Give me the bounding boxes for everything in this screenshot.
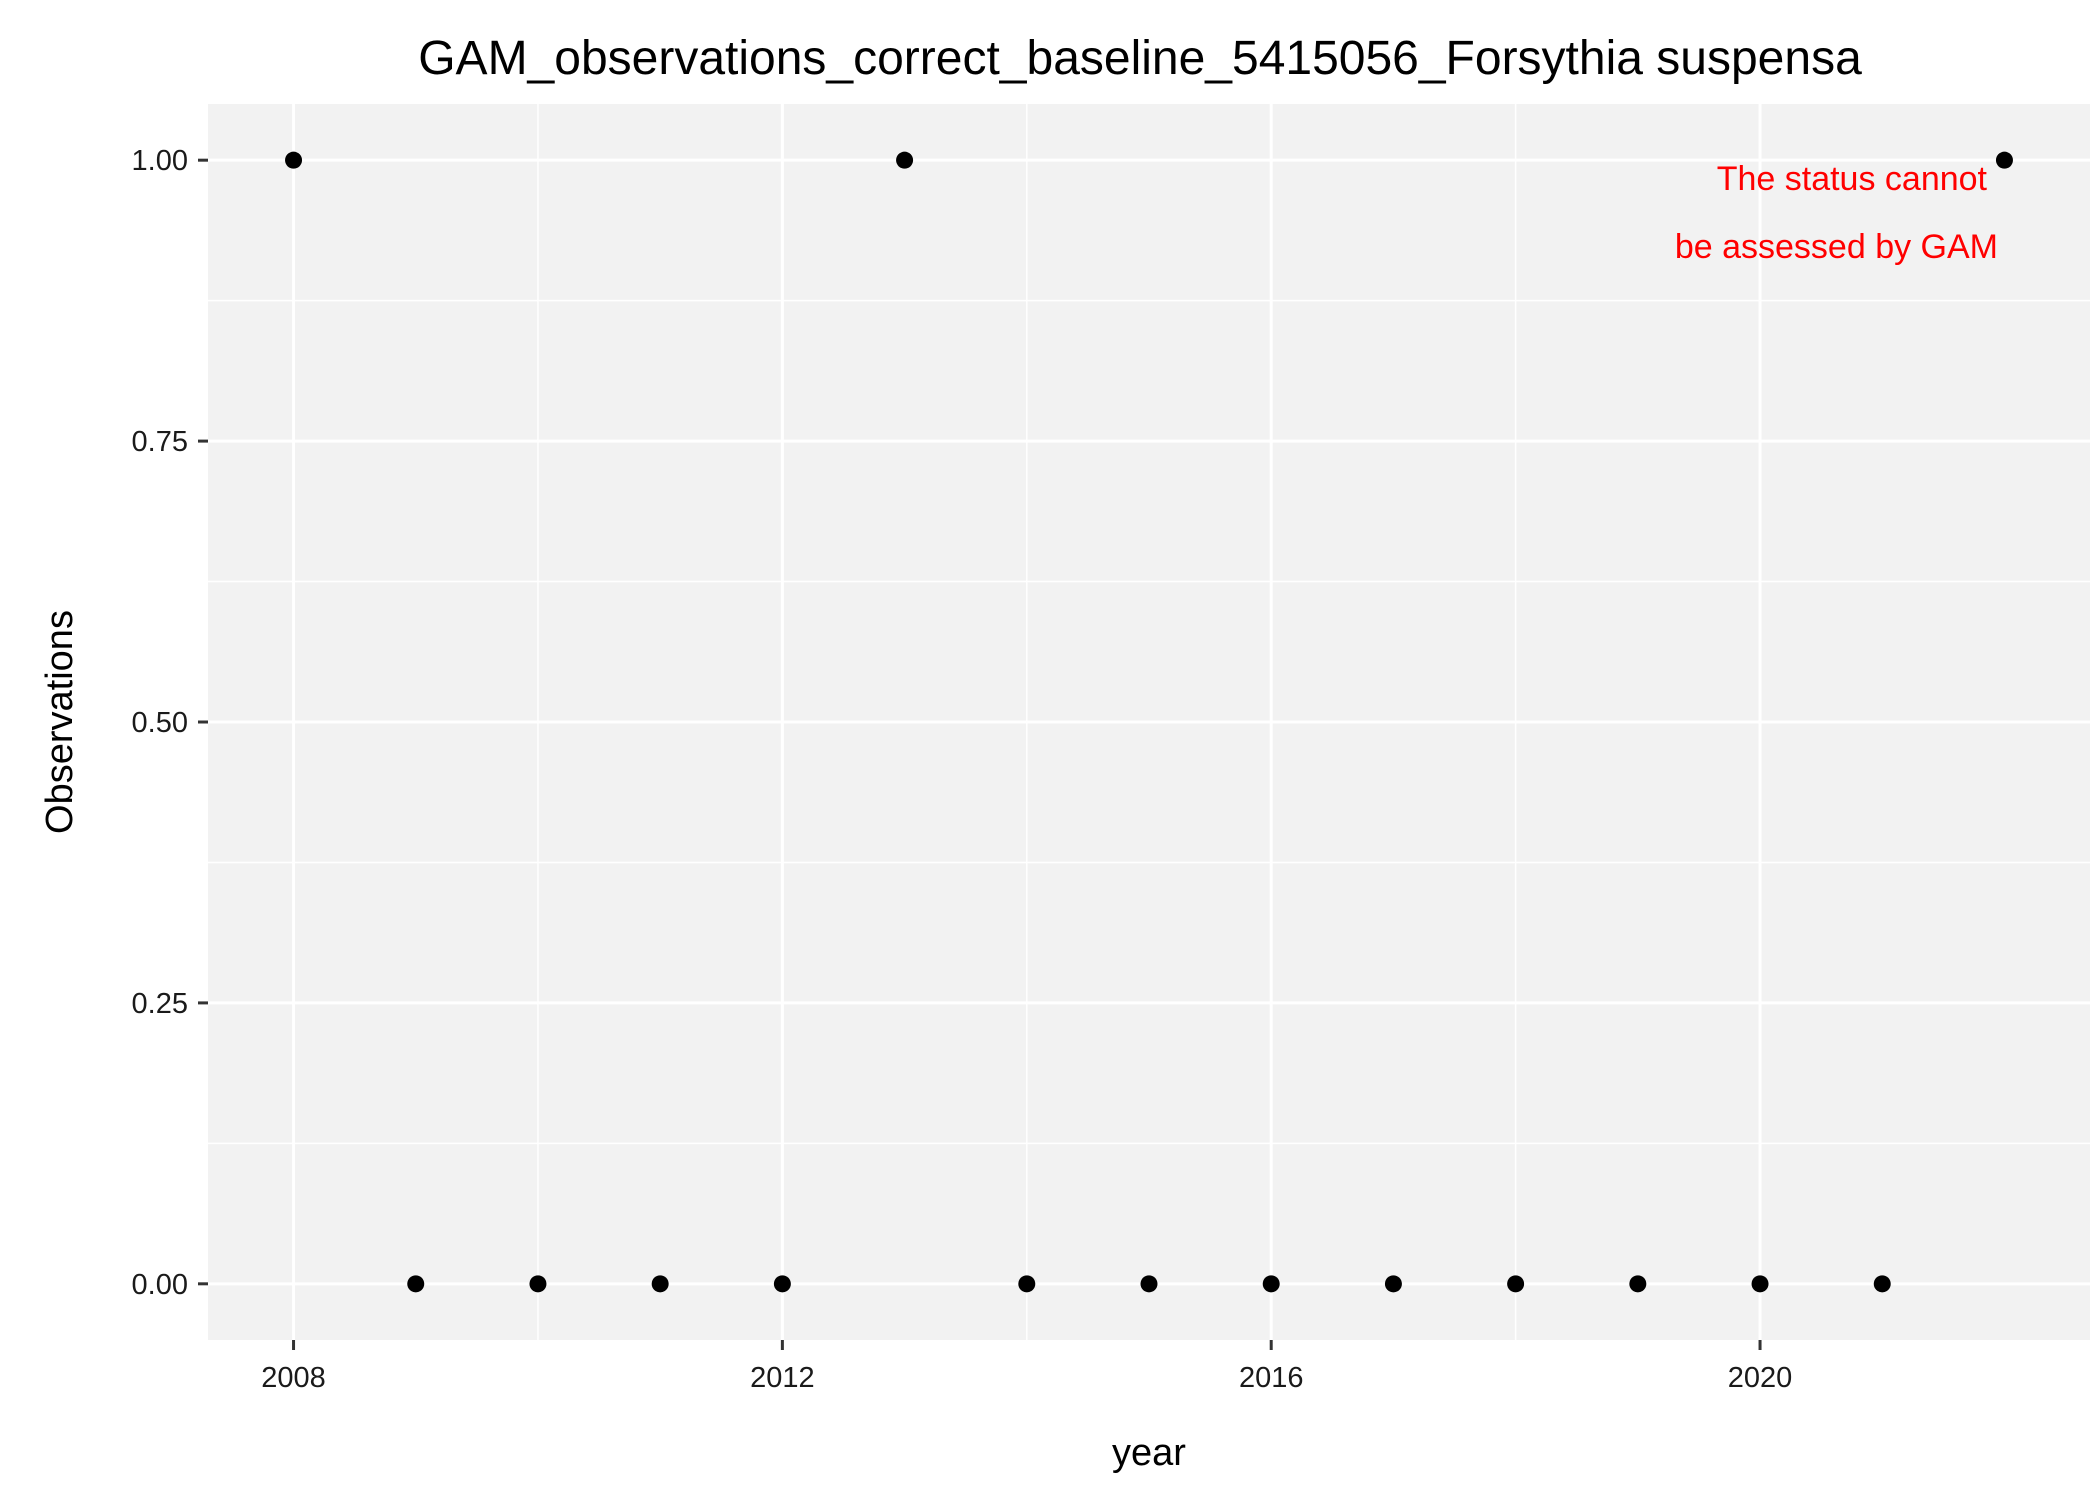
data-points bbox=[285, 151, 2013, 1293]
x-tick-label: 2012 bbox=[750, 1362, 815, 1394]
y-axis: 0.00 0.25 0.50 0.75 1.00 bbox=[132, 145, 208, 1301]
data-point bbox=[1262, 1275, 1280, 1293]
data-point bbox=[896, 151, 914, 169]
data-point bbox=[1384, 1275, 1402, 1293]
data-point bbox=[407, 1275, 425, 1293]
data-point bbox=[1629, 1275, 1647, 1293]
annotation-line-1: The status cannot bbox=[1717, 160, 1988, 198]
x-tick-label: 2020 bbox=[1728, 1362, 1793, 1394]
data-point bbox=[1995, 151, 2013, 169]
major-gridlines bbox=[208, 104, 2090, 1340]
y-tick-label: 0.00 bbox=[132, 1269, 188, 1301]
data-point bbox=[651, 1275, 669, 1293]
x-axis: 2008 2012 2016 2020 bbox=[261, 1340, 1792, 1394]
data-point bbox=[1507, 1275, 1525, 1293]
y-tick-label: 1.00 bbox=[132, 145, 188, 177]
data-point bbox=[1873, 1275, 1891, 1293]
x-axis-title: year bbox=[1112, 1432, 1186, 1474]
data-point bbox=[529, 1275, 547, 1293]
data-point bbox=[773, 1275, 791, 1293]
x-tick-label: 2016 bbox=[1239, 1362, 1304, 1394]
data-point bbox=[285, 151, 303, 169]
y-tick-label: 0.50 bbox=[132, 707, 188, 739]
y-tick-label: 0.25 bbox=[132, 988, 188, 1020]
data-point bbox=[1018, 1275, 1036, 1293]
x-tick-label: 2008 bbox=[261, 1362, 326, 1394]
data-point bbox=[1751, 1275, 1769, 1293]
y-tick-label: 0.75 bbox=[132, 426, 188, 458]
chart-title: GAM_observations_correct_baseline_541505… bbox=[418, 32, 1862, 85]
data-point bbox=[1140, 1275, 1158, 1293]
y-axis-title: Observations bbox=[39, 610, 81, 834]
annotation-line-2: be assessed by GAM bbox=[1675, 228, 1998, 266]
